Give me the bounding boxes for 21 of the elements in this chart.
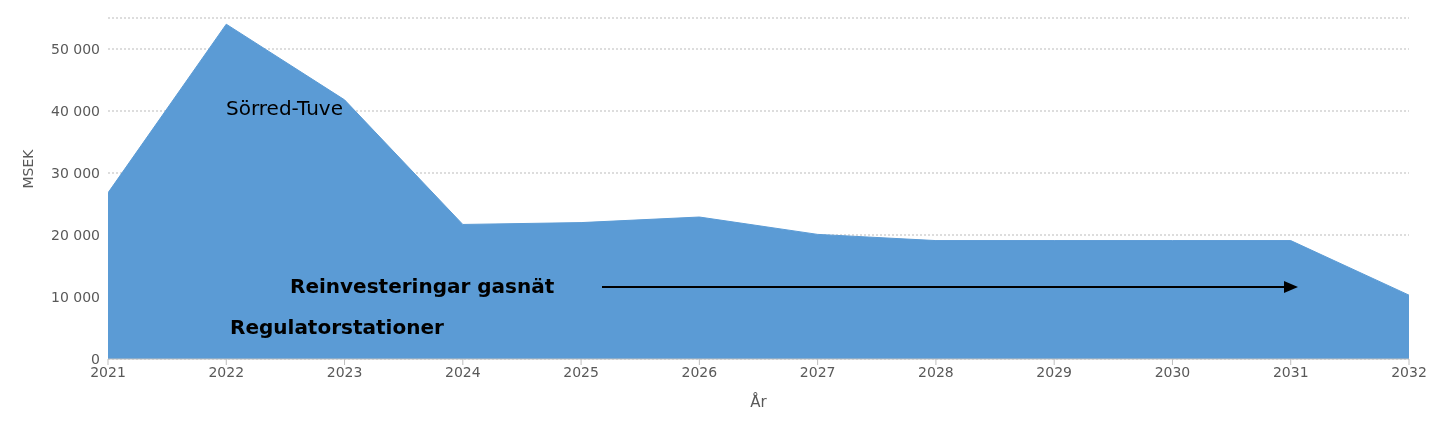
y-tick-label: 50 000 — [51, 40, 100, 57]
x-axis-title: År — [750, 392, 768, 411]
x-tick-label: 2027 — [799, 363, 836, 380]
x-tick-label: 2031 — [1272, 363, 1309, 380]
x-tick-label: 2032 — [1391, 363, 1427, 380]
x-tick-label: 2028 — [918, 363, 954, 380]
x-tick-label: 2023 — [326, 363, 363, 380]
x-tick-label: 2025 — [563, 363, 599, 380]
x-tick-label: 2030 — [1154, 363, 1191, 380]
x-tick-label: 2026 — [681, 363, 718, 380]
x-tick-label: 2029 — [1036, 363, 1072, 380]
x-tick-label: 2024 — [445, 363, 481, 380]
y-tick-label: 30 000 — [51, 164, 100, 181]
annotation: Regulatorstationer — [230, 315, 444, 339]
x-tick-label: 2022 — [208, 363, 245, 380]
y-axis-title: MSEK — [19, 148, 36, 189]
y-tick-label: 40 000 — [51, 102, 100, 119]
annotation: Reinvesteringar gasnät — [290, 274, 555, 298]
y-tick-label: 20 000 — [51, 226, 100, 243]
y-tick-label: 10 000 — [51, 288, 100, 305]
annotation: Sörred-Tuve — [226, 96, 343, 120]
